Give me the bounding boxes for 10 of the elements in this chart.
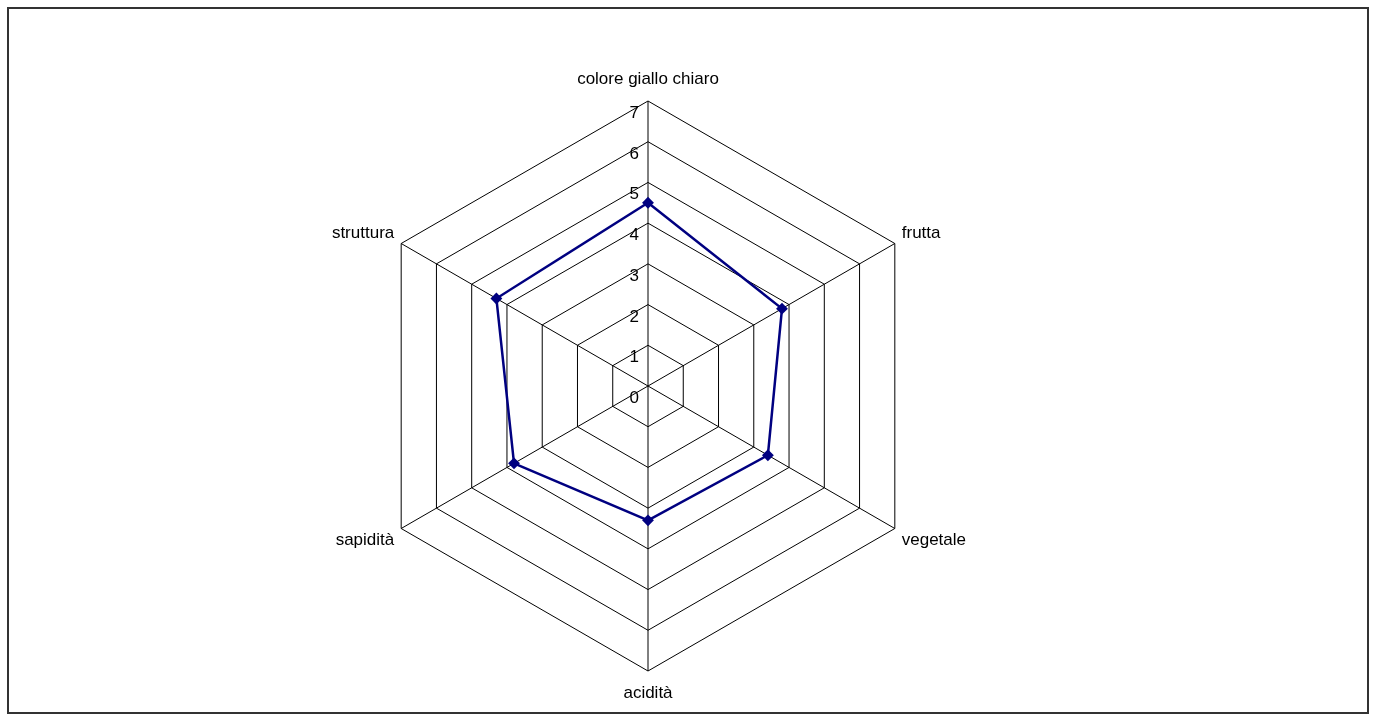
- spoke-label: struttura: [331, 222, 395, 242]
- spoke-label: colore giallo chiaro: [577, 69, 719, 88]
- spoke-label: vegetale: [901, 529, 967, 549]
- spoke-label: frutta: [901, 222, 942, 242]
- y-tick-label: 4: [629, 225, 639, 245]
- y-tick-label: 5: [629, 184, 639, 204]
- spoke-label: sapidità: [335, 529, 395, 549]
- y-tick-label: 7: [629, 103, 639, 122]
- y-tick-label: 0: [629, 388, 639, 407]
- spoke-label: acidità: [623, 683, 674, 702]
